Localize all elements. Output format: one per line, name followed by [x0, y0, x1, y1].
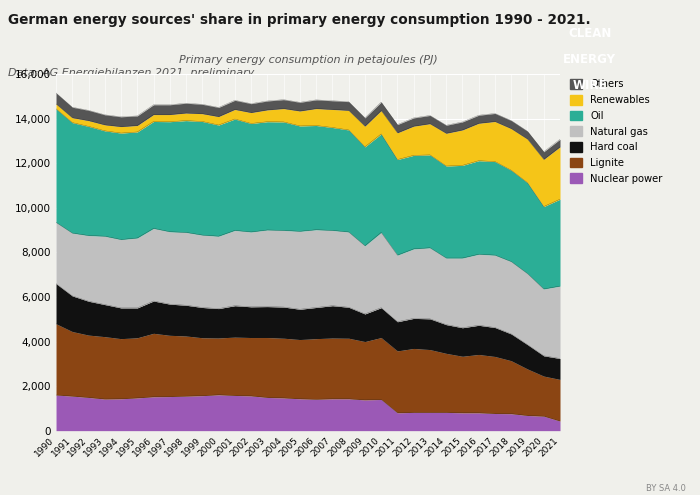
Text: BY SA 4.0: BY SA 4.0 [646, 484, 686, 493]
Legend: Others, Renewables, Oil, Natural gas, Hard coal, Lignite, Nuclear power: Others, Renewables, Oil, Natural gas, Ha… [570, 79, 662, 184]
Text: ENERGY: ENERGY [564, 53, 616, 66]
Text: WIRE: WIRE [573, 79, 607, 93]
Text: Data: AG Energiebilanzen 2021, preliminary.: Data: AG Energiebilanzen 2021, prelimina… [8, 67, 257, 78]
Text: German energy sources' share in primary energy consumption 1990 - 2021.: German energy sources' share in primary … [8, 13, 590, 27]
Text: Primary energy consumption in petajoules (PJ): Primary energy consumption in petajoules… [178, 55, 438, 65]
Text: CLEAN: CLEAN [568, 27, 611, 41]
